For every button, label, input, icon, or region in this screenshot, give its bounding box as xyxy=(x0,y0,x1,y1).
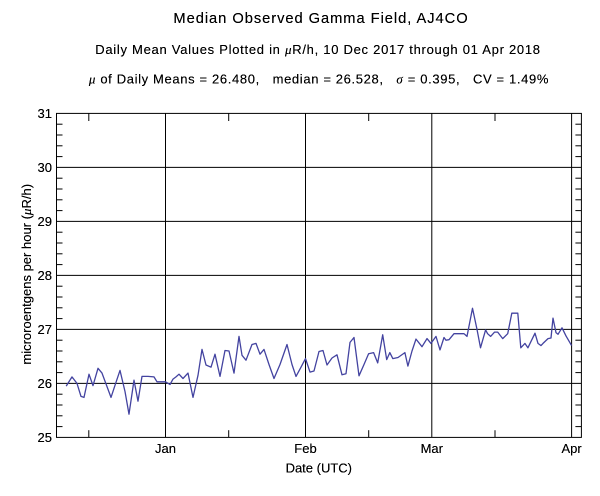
svg-text:Date (UTC): Date (UTC) xyxy=(286,461,352,476)
svg-text:31: 31 xyxy=(38,106,52,121)
svg-text:25: 25 xyxy=(38,430,52,445)
svg-text:29: 29 xyxy=(38,214,52,229)
svg-text:26: 26 xyxy=(38,376,52,391)
svg-text:27: 27 xyxy=(38,322,52,337)
svg-text:Daily Mean Values Plotted in μ: Daily Mean Values Plotted in μR/h, 10 De… xyxy=(95,42,541,57)
svg-text:Jan: Jan xyxy=(155,441,176,456)
svg-text:Median Observed Gamma Field, A: Median Observed Gamma Field, AJ4CO xyxy=(173,11,468,27)
svg-text:Feb: Feb xyxy=(294,441,316,456)
svg-text:Mar: Mar xyxy=(421,441,444,456)
svg-text:Apr: Apr xyxy=(561,441,582,456)
svg-text:μ of Daily Means = 26.480, m: μ of Daily Means = 26.480, median = 26.5… xyxy=(88,71,549,86)
svg-text:28: 28 xyxy=(38,268,52,283)
svg-text:microroentgens per hour (μR/h): microroentgens per hour (μR/h) xyxy=(19,184,34,365)
svg-text:30: 30 xyxy=(38,160,52,175)
